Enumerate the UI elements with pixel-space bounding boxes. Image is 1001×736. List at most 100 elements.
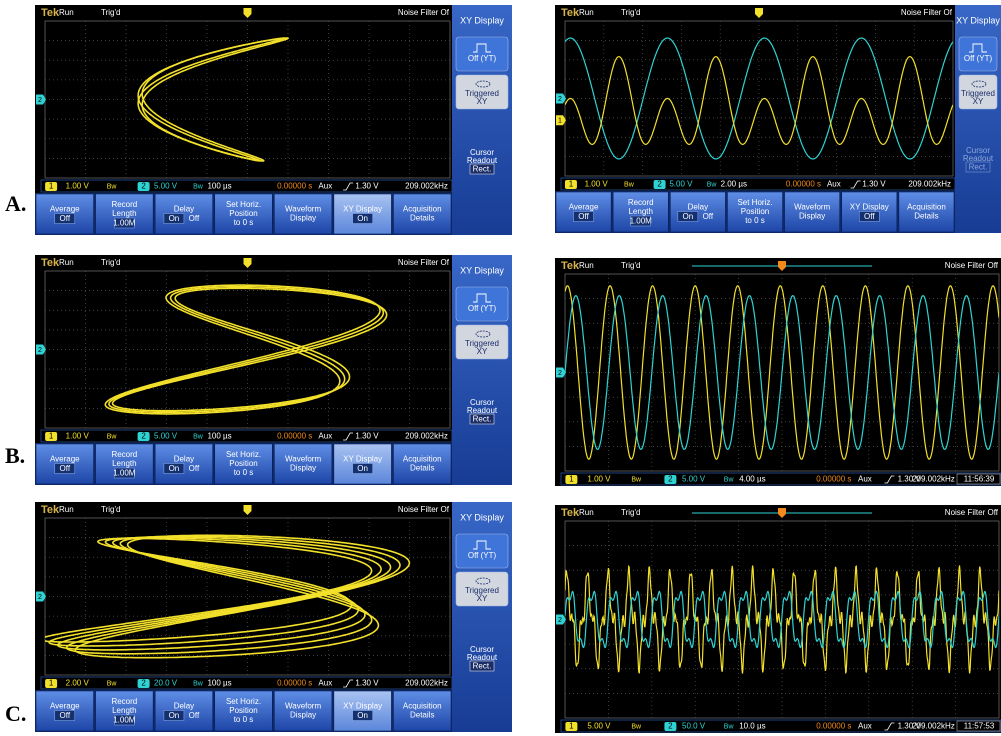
timebase: 100 µs: [207, 679, 231, 688]
trigger-state: Trig'd: [101, 8, 120, 17]
clock: 11:57:53: [964, 722, 995, 731]
menu-button-label: Details: [410, 711, 434, 720]
ch2-scale: 5.00 V: [154, 432, 178, 441]
menu-button-label: Length: [112, 706, 136, 715]
trigger-frequency: 209.002kHz: [912, 722, 955, 731]
ch2-scale: 5.00 V: [682, 475, 706, 484]
side-menu-option-label: Off (YT): [468, 54, 497, 63]
channel-marker-label: 2: [38, 347, 42, 354]
scope-screen: TekRunTrig'dNoise Filter Of2111.00 VBw25…: [555, 5, 1001, 233]
figure-label: A.: [5, 191, 26, 216]
ch1-scale: 1.00 V: [585, 180, 609, 189]
trigger-source: Aux: [858, 475, 872, 484]
ch2-scale: 5.00 V: [154, 182, 178, 191]
trigger-state: Trig'd: [621, 261, 640, 270]
ch2-bandwidth: Bw: [193, 680, 204, 687]
ch1-scale: 1.00 V: [66, 432, 90, 441]
channel-marker-label: 2: [558, 96, 562, 103]
timebase: 10.0 µs: [739, 722, 765, 731]
menu-button-label: to 0 s: [745, 216, 765, 225]
ch2-scale: 5.00 V: [669, 180, 693, 189]
trigger-frequency: 209.002kHz: [405, 182, 448, 191]
trigger-frequency: 209.002kHz: [405, 679, 448, 688]
menu-button-label: Average: [50, 205, 80, 214]
menu-button-value: Off: [189, 711, 200, 720]
ch1-scale: 1.00 V: [66, 182, 90, 191]
side-menu-option-label: XY: [477, 97, 488, 106]
ch1-number: 1: [49, 432, 54, 441]
status-bar: [41, 430, 452, 442]
menu-button-label: Details: [410, 464, 434, 473]
side-menu-title: XY Display: [460, 512, 504, 522]
clock: 11:56:39: [964, 475, 995, 484]
screen-background: [35, 5, 452, 193]
menu-button-label: Display: [290, 464, 316, 473]
ch2-bandwidth: Bw: [724, 723, 735, 730]
ch1-bandwidth: Bw: [107, 433, 118, 440]
menu-button-label: Delay: [174, 205, 194, 214]
scope-screen: TekRunTrig'dNoise Filter Of211.00 VBw25.…: [35, 5, 512, 235]
page: Oscilloscope screens {"figure_labels": […: [0, 0, 1001, 736]
menu-button-label: XY Display: [343, 702, 382, 711]
menu-button-value: 1.00M: [630, 217, 653, 226]
menu-button-label: Waveform: [794, 203, 830, 212]
noise-filter: Noise Filter Of: [398, 258, 450, 267]
menu-button-label: Record: [111, 200, 137, 209]
trigger-frequency: 209.002kHz: [908, 180, 951, 189]
menu-button-label: Delay: [174, 455, 194, 464]
trigger-position-time: 0.00000 s: [277, 679, 312, 688]
channel-marker-label: 2: [558, 370, 562, 377]
ch1-bandwidth: Bw: [107, 183, 118, 190]
side-menu-cursor-value: Rect.: [473, 415, 492, 424]
ch2-scale: 20.0 V: [154, 679, 178, 688]
trigger-source: Aux: [318, 679, 332, 688]
menu-button-value: 1.00M: [113, 469, 136, 478]
menu-button-value: Off: [189, 214, 200, 223]
trigger-position-time: 0.00000 s: [277, 432, 312, 441]
status-bar: [41, 180, 452, 192]
menu-button-label: to 0 s: [234, 218, 254, 227]
ch2-number: 2: [141, 432, 146, 441]
menu-button-value: On: [169, 711, 180, 720]
menu-button-label: Details: [914, 212, 938, 221]
trigger-source: Aux: [318, 182, 332, 191]
menu-button-value: On: [683, 212, 694, 221]
menu-button-value: Off: [60, 214, 71, 223]
menu-button-value: Off: [60, 464, 71, 473]
ch2-number: 2: [141, 182, 146, 191]
menu-button-label: Acquisition: [403, 702, 442, 711]
ch2-scale: 50.0 V: [682, 722, 706, 731]
trigger-level: 1.30 V: [355, 679, 379, 688]
menu-button-label: Record: [628, 198, 654, 207]
ch1-number: 1: [49, 679, 54, 688]
menu-button-label: Details: [410, 214, 434, 223]
menu-button-label: Position: [229, 459, 257, 468]
menu-button-label: Record: [111, 697, 137, 706]
brand: Tek: [561, 260, 580, 272]
page-body: A. B. C. TekRunTrig'dNoise Filter Of211.…: [0, 0, 1001, 736]
status-bar: [561, 178, 955, 190]
ch2-number: 2: [141, 679, 146, 688]
trigger-position-time: 0.00000 s: [816, 475, 851, 484]
trigger-frequency: 209.002kHz: [912, 475, 955, 484]
scope-screen: TekRunTrig'dNoise Filter Off215.00 VBw25…: [555, 505, 1001, 733]
side-menu-title: XY Display: [956, 15, 1000, 25]
ch1-bandwidth: Bw: [631, 476, 642, 483]
trigger-level: 1.30 V: [355, 182, 379, 191]
trigger-source: Aux: [827, 180, 841, 189]
side-menu-cursor-value: Rect.: [473, 165, 492, 174]
channel-marker-label: 2: [38, 594, 42, 601]
ch1-number: 1: [569, 475, 574, 484]
side-menu-option-label: XY: [477, 594, 488, 603]
menu-button-label: Set Horiz.: [737, 198, 772, 207]
menu-button-label: Display: [799, 212, 825, 221]
timebase: 100 µs: [207, 182, 231, 191]
figure: A. B. C. TekRunTrig'dNoise Filter Of211.…: [0, 0, 1001, 736]
ch2-bandwidth: Bw: [193, 433, 204, 440]
menu-button-label: Delay: [688, 203, 708, 212]
noise-filter: Noise Filter Off: [945, 261, 999, 270]
menu-button-label: Position: [741, 207, 769, 216]
side-menu-option-label: XY: [477, 347, 488, 356]
figure-label: C.: [5, 701, 26, 726]
noise-filter: Noise Filter Off: [945, 508, 999, 517]
